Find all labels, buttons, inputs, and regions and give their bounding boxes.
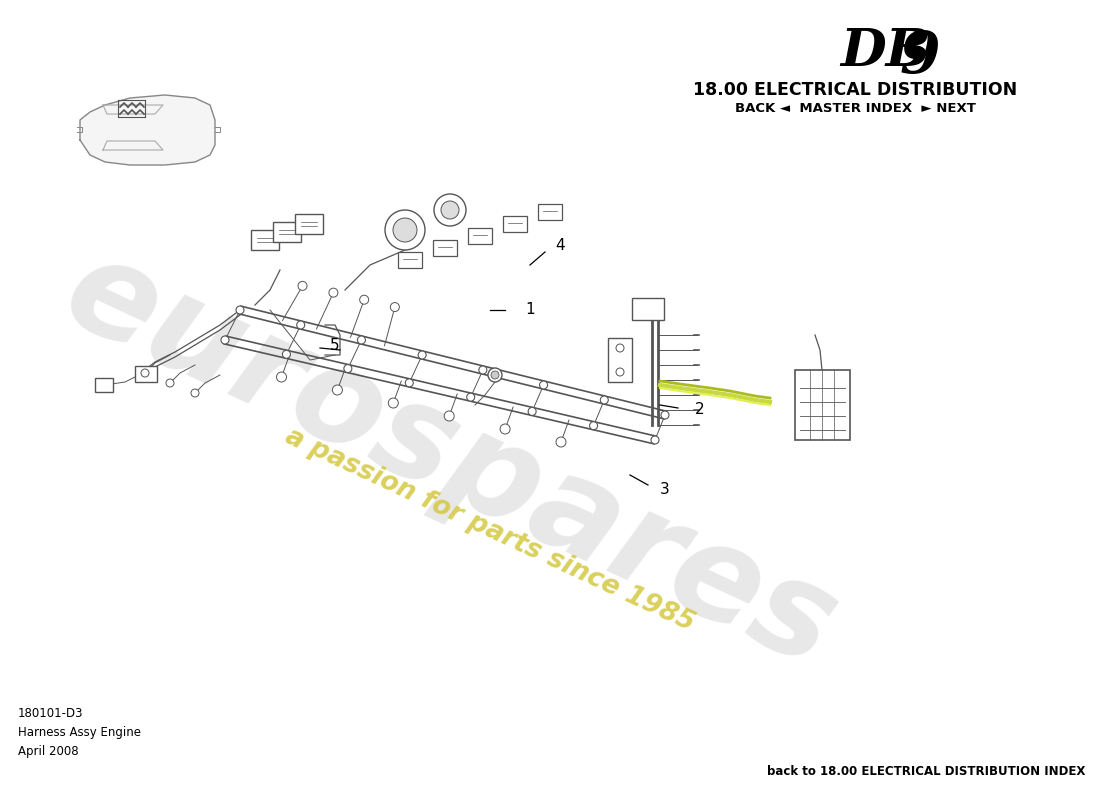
Circle shape — [434, 194, 466, 226]
Circle shape — [491, 371, 499, 379]
Circle shape — [360, 295, 368, 304]
Bar — [295, 214, 323, 234]
Circle shape — [385, 210, 425, 250]
Circle shape — [221, 336, 229, 344]
Bar — [608, 338, 632, 382]
Text: DB: DB — [840, 26, 931, 78]
Bar — [433, 240, 456, 256]
Text: 3: 3 — [660, 482, 670, 498]
Polygon shape — [363, 0, 1100, 176]
Circle shape — [651, 436, 659, 444]
Bar — [95, 378, 113, 392]
Circle shape — [540, 381, 548, 389]
Circle shape — [329, 288, 338, 297]
Circle shape — [418, 351, 426, 359]
Circle shape — [358, 336, 365, 344]
Text: a passion for parts since 1985: a passion for parts since 1985 — [282, 423, 698, 637]
Text: 180101-D3
Harness Assy Engine
April 2008: 180101-D3 Harness Assy Engine April 2008 — [18, 707, 141, 758]
Circle shape — [236, 306, 244, 314]
Circle shape — [556, 437, 566, 447]
Text: BACK ◄  MASTER INDEX  ► NEXT: BACK ◄ MASTER INDEX ► NEXT — [735, 102, 976, 115]
Bar — [503, 216, 527, 232]
Text: 4: 4 — [556, 238, 564, 253]
Circle shape — [191, 389, 199, 397]
Text: 9: 9 — [900, 29, 940, 86]
Bar — [632, 298, 664, 320]
Polygon shape — [80, 95, 214, 165]
Circle shape — [283, 350, 290, 358]
Circle shape — [478, 366, 487, 374]
Circle shape — [393, 218, 417, 242]
Circle shape — [166, 379, 174, 387]
Text: 18.00 ELECTRICAL DISTRIBUTION: 18.00 ELECTRICAL DISTRIBUTION — [693, 81, 1018, 99]
Bar — [538, 204, 562, 220]
Circle shape — [466, 393, 475, 401]
Bar — [468, 228, 492, 244]
Bar — [795, 370, 850, 440]
Circle shape — [141, 369, 149, 377]
Text: 2: 2 — [695, 402, 705, 418]
Circle shape — [344, 365, 352, 373]
Circle shape — [332, 385, 342, 395]
Circle shape — [276, 372, 286, 382]
Circle shape — [616, 368, 624, 376]
Circle shape — [601, 396, 608, 404]
Circle shape — [500, 424, 510, 434]
Circle shape — [616, 344, 624, 352]
Circle shape — [488, 368, 502, 382]
Text: 5: 5 — [330, 338, 340, 353]
Bar — [135, 366, 157, 382]
Circle shape — [405, 379, 414, 387]
Bar — [251, 230, 279, 250]
Circle shape — [388, 398, 398, 408]
Text: eurospares: eurospares — [45, 226, 855, 694]
Bar — [398, 252, 422, 268]
Polygon shape — [551, 0, 1100, 46]
Bar — [273, 222, 301, 242]
Circle shape — [298, 282, 307, 290]
Circle shape — [590, 422, 597, 430]
Text: 1: 1 — [525, 302, 535, 318]
Circle shape — [441, 201, 459, 219]
Text: back to 18.00 ELECTRICAL DISTRIBUTION INDEX: back to 18.00 ELECTRICAL DISTRIBUTION IN… — [767, 765, 1085, 778]
Circle shape — [297, 321, 305, 329]
Circle shape — [528, 407, 536, 415]
Circle shape — [661, 411, 669, 419]
Circle shape — [390, 302, 399, 311]
Circle shape — [444, 411, 454, 421]
